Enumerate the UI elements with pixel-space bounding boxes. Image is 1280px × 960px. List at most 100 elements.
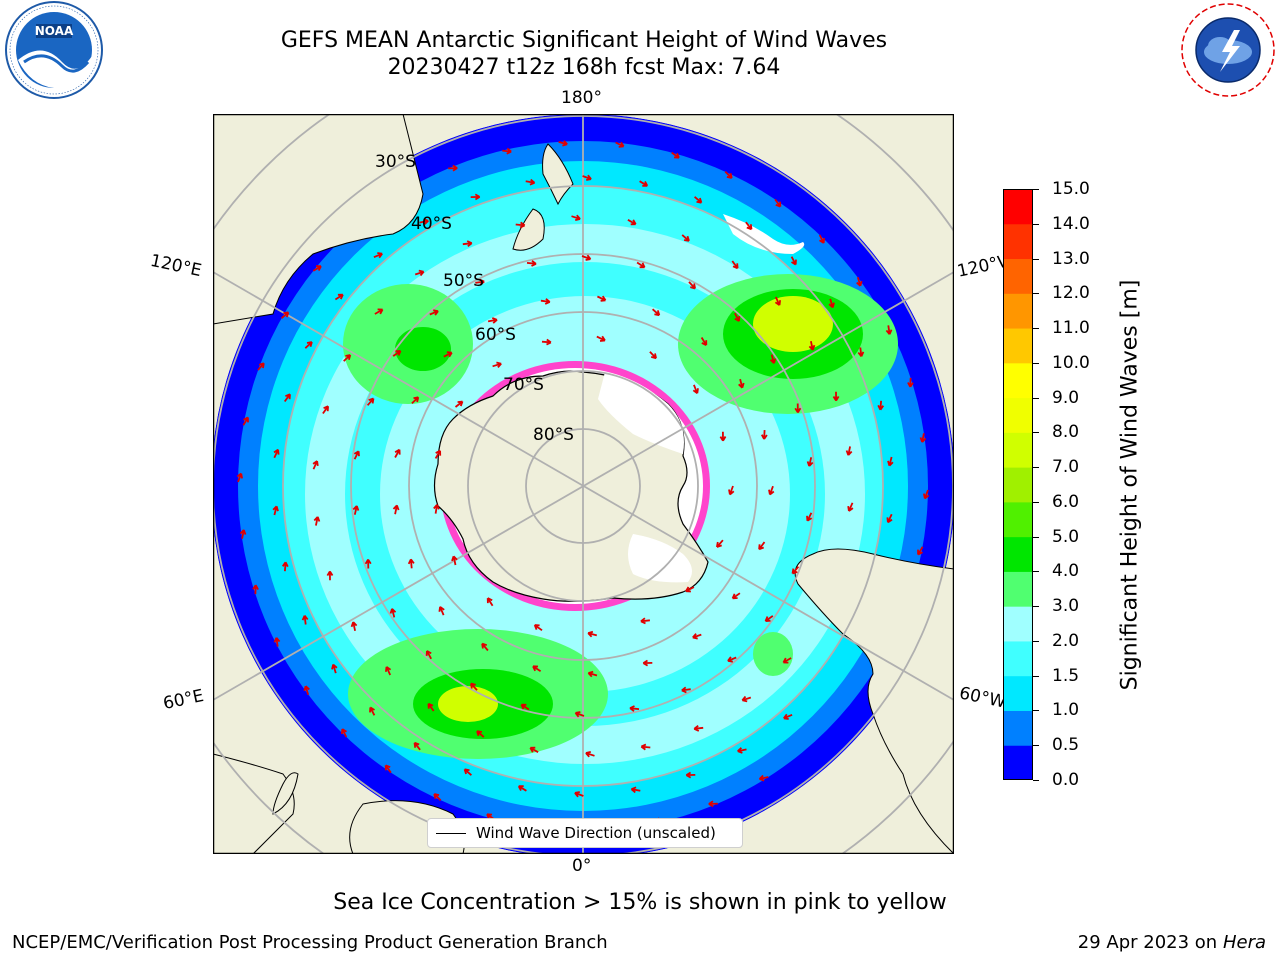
footer-credit: NCEP/EMC/Verification Post Processing Pr… (12, 932, 608, 953)
colorbar-band (1003, 293, 1033, 329)
wave-direction-arrow (806, 457, 814, 467)
lat-label-30s: 30°S (375, 152, 416, 172)
wave-direction-arrow (761, 430, 768, 440)
colorbar-tick-mark (1033, 397, 1039, 399)
colorbar-band (1003, 467, 1033, 503)
wave-direction-arrow (313, 516, 321, 526)
wave-direction-arrow (886, 513, 893, 524)
colorbar-tick-label: 15.0 (1052, 179, 1090, 199)
wave-direction-arrow (774, 296, 781, 306)
wave-direction-arrow (389, 608, 397, 618)
africa (213, 753, 295, 854)
wave-direction-arrow (525, 178, 536, 186)
wave-direction-arrow (533, 624, 543, 632)
wave-direction-arrow (794, 403, 802, 413)
wave-direction-arrow (448, 164, 458, 172)
wave-direction-arrow (649, 351, 657, 360)
colorbar-tick-label: 6.0 (1052, 491, 1080, 512)
wave-direction-arrow (463, 768, 472, 776)
wave-direction-arrow (273, 637, 281, 647)
wave-direction-arrow (708, 800, 718, 808)
wave-direction-arrow (582, 174, 592, 181)
wave-direction-arrow (857, 347, 865, 357)
wave-direction-arrow (738, 378, 745, 389)
colorbar (1003, 189, 1033, 780)
wave-direction-arrow (587, 670, 598, 678)
wave-direction-arrow (828, 298, 835, 309)
madagascar (272, 772, 299, 815)
wave-direction-arrow (326, 570, 334, 581)
wave-direction-arrow (476, 730, 485, 738)
wave-direction-arrow (768, 485, 775, 496)
wave-direction-arrow (283, 393, 291, 403)
colorbar-tick-label: 3.0 (1052, 596, 1080, 617)
wave-direction-arrow (731, 260, 739, 270)
chart-subtitle: 20230427 t12z 168h fcst Max: 7.64 (387, 55, 781, 80)
wave-direction-arrow (724, 171, 733, 179)
wave-direction-arrow (481, 642, 489, 652)
colorbar-tick-label: 11.0 (1052, 318, 1090, 339)
wave-direction-arrow (515, 221, 526, 229)
wave-direction-arrow (470, 682, 478, 691)
wave-direction-arrow (331, 663, 338, 674)
wave-direction-arrow (281, 561, 289, 572)
colorbar-tick-mark (1033, 640, 1039, 642)
colorbar-tick-label: 4.0 (1052, 561, 1080, 582)
svg-text:NOAA: NOAA (35, 24, 74, 38)
colorbar-band (1003, 501, 1033, 538)
wave-direction-arrow (502, 147, 512, 155)
footer-host: Hera (1222, 932, 1266, 953)
wave-direction-arrow (239, 529, 247, 539)
wave-direction-arrow (304, 341, 313, 349)
colorbar-tick-label: 2.0 (1052, 630, 1080, 651)
wave-direction-arrow (856, 277, 863, 287)
wave-direction-arrow (373, 252, 383, 259)
colorbar-band (1003, 189, 1033, 225)
colorbar-band (1003, 258, 1033, 294)
wave-direction-arrow (727, 656, 737, 663)
wave-direction-arrow (627, 219, 637, 226)
chart-title: GEFS MEAN Antarctic Significant Height o… (280, 28, 888, 53)
wave-direction-arrow (532, 665, 542, 672)
wave-direction-arrow (587, 630, 598, 638)
legend-label: Wind Wave Direction (unscaled) (476, 824, 716, 842)
wave-direction-arrow (692, 384, 699, 395)
wave-direction-arrow (257, 362, 265, 371)
wave-direction-arrow (734, 312, 741, 322)
wave-direction-arrow (629, 705, 640, 712)
wave-direction-arrow (571, 214, 581, 221)
colorbar-tick-mark (1033, 293, 1039, 295)
wave-direction-arrow (540, 298, 551, 305)
colorbar-tick-mark (1033, 745, 1039, 747)
wave-direction-arrow (651, 308, 661, 317)
wave-direction-arrow (462, 240, 473, 248)
wave-direction-arrow (806, 512, 813, 522)
colorbar-tick-label: 7.0 (1052, 457, 1080, 478)
wave-direction-arrow (640, 617, 650, 625)
colorbar-tick-label: 1.5 (1052, 665, 1080, 686)
colorbar-band (1003, 745, 1033, 780)
colorbar-band (1003, 710, 1033, 746)
wave-direction-arrow (433, 504, 440, 514)
wave-direction-arrow (769, 354, 777, 364)
wave-direction-arrow (343, 354, 352, 362)
wave-direction-arrow (700, 337, 708, 347)
wave-direction-arrow (741, 695, 752, 703)
wave-direction-arrow (341, 728, 348, 738)
wave-direction-arrow (384, 764, 392, 774)
wave-direction-arrow (350, 621, 358, 631)
wave-direction-arrow (574, 711, 585, 718)
colorbar-band (1003, 328, 1033, 364)
wave-direction-arrow (385, 666, 392, 676)
wave-direction-arrow (845, 446, 853, 456)
wave-direction-arrow (394, 448, 401, 458)
wave-direction-arrow (392, 504, 400, 515)
wave-direction-arrow (923, 489, 930, 500)
colorbar-band (1003, 432, 1033, 468)
wave-direction-arrow (731, 592, 741, 600)
wave-direction-arrow (685, 771, 696, 779)
colorbar-tick-mark (1033, 223, 1039, 225)
wave-direction-arrow (352, 505, 360, 515)
colorbar-tick-label: 9.0 (1052, 387, 1080, 408)
wave-direction-arrow (764, 615, 774, 622)
